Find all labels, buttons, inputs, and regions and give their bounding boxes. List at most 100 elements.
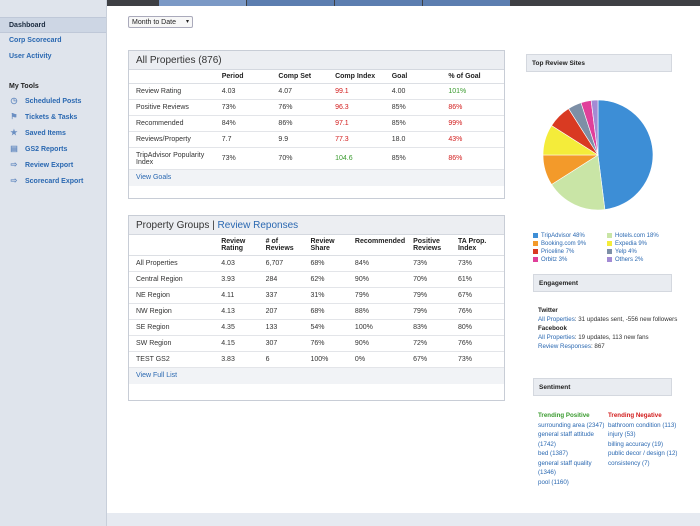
panel-title: All Properties (876) <box>129 51 504 70</box>
sentiment-negative-item[interactable]: billing accuracy (19) <box>608 440 664 448</box>
trending-negative-list: bathroom condition (113) injury (53) billi… <box>608 421 688 488</box>
top-tab[interactable] <box>159 0 247 6</box>
panel-title: Top Review Sites <box>526 54 672 72</box>
legend-swatch <box>533 249 538 254</box>
table-row: All Properties 4.03 6,707 68% 84% 73% 73% <box>129 255 504 272</box>
sentiment-negative-item[interactable]: bathroom condition (113) <box>608 421 677 429</box>
cell: 70% <box>274 147 332 170</box>
cell: 4.11 <box>217 287 262 304</box>
sentiment-negative-item[interactable]: injury (53) <box>608 431 636 438</box>
cell: 68% <box>306 303 351 320</box>
legend-swatch <box>533 241 538 246</box>
sentiment-positive-item[interactable]: pool (1160) <box>538 478 569 486</box>
table-row: TripAdvisor Popularity Index 73% 70% 104… <box>129 147 504 170</box>
sentiment-negative-item[interactable]: consistency (7) <box>608 459 650 467</box>
cell: 100% <box>306 351 351 368</box>
panel-title: Engagement <box>533 274 672 292</box>
row-label: Review Rating <box>129 83 218 100</box>
sentiment-positive-item[interactable]: surrounding area (2347) <box>538 421 605 429</box>
view-full-list-link[interactable]: View Full List <box>129 368 504 384</box>
sidebar-item-corp-scorecard[interactable]: Corp Scorecard <box>9 37 62 44</box>
sentiment-positive-item[interactable]: bed (1387) <box>538 450 568 457</box>
top-tab[interactable] <box>335 0 423 6</box>
table-row: Recommended 84% 86% 97.1 85% 99% <box>129 115 504 132</box>
tool-label: Saved Items <box>25 129 66 137</box>
twitter-stats: : 31 updates sent, -556 new followers <box>574 316 678 323</box>
col-header: TA Prop. Index <box>453 235 504 256</box>
sidebar-item-dashboard[interactable]: Dashboard <box>0 17 106 33</box>
facebook-all-properties-link[interactable]: All Properties <box>538 334 575 341</box>
engagement-content: Twitter All Properties: 31 updates sent,… <box>538 306 688 351</box>
sentiment-negative-item[interactable]: public decor / design (12) <box>608 450 678 457</box>
cell: 86% <box>274 115 332 132</box>
table-row: TEST GS2 3.83 6 100% 0% 67% 73% <box>129 351 504 368</box>
cell: 68% <box>306 255 351 272</box>
col-header: Goal <box>387 70 445 84</box>
legend-item: Expedia 9% <box>607 240 681 247</box>
main-content: Month to Date ▾ All Properties (876) Per… <box>107 6 700 526</box>
tag-icon: ⚑ <box>10 112 18 121</box>
tool-scorecard-export[interactable]: ⇨ Scorecard Export <box>0 173 106 189</box>
col-header: Comp Index <box>331 70 388 84</box>
legend-label: Hotels.com 18% <box>615 232 659 239</box>
col-header: Period <box>217 70 275 84</box>
cell: 73% <box>409 255 454 272</box>
review-responses-link[interactable]: Review Reponses <box>217 220 299 231</box>
tool-label: Scheduled Posts <box>25 97 82 105</box>
trending-positive-heading: Trending Positive <box>538 412 590 419</box>
sidebar: Dashboard Corp Scorecard User Activity M… <box>0 0 107 526</box>
cell: 207 <box>261 303 307 320</box>
legend-swatch <box>607 241 612 246</box>
sentiment-positive-item[interactable]: general staff attitude (1742) <box>538 431 594 448</box>
review-responses-link[interactable]: Review Responses <box>538 343 591 350</box>
sentiment-positive-item[interactable]: general staff quality (1346) <box>538 459 592 477</box>
cell: 100% <box>350 319 410 336</box>
cell: 76% <box>274 99 332 116</box>
top-tab[interactable] <box>247 0 335 6</box>
legend-label: Expedia 9% <box>615 240 648 247</box>
table-row: SE Region 4.35 133 54% 100% 83% 80% <box>129 319 504 336</box>
pie-slice-others <box>590 99 599 156</box>
table-row: SW Region 4.15 307 76% 90% 72% 76% <box>129 335 504 352</box>
cell: 43% <box>444 131 504 148</box>
cell: 62% <box>306 271 351 288</box>
tool-tickets-tasks[interactable]: ⚑ Tickets & Tasks <box>0 109 106 125</box>
view-goals-link[interactable]: View Goals <box>129 170 504 186</box>
cell: 284 <box>261 271 307 288</box>
cell: 86% <box>444 99 504 116</box>
pie-chart <box>542 99 654 211</box>
legend-label: Priceline 7% <box>541 248 575 255</box>
cell: 104.6 <box>331 147 388 170</box>
row-label: Central Region <box>129 271 218 288</box>
cell: 88% <box>350 303 410 320</box>
export-icon: ⇨ <box>10 176 18 185</box>
tool-review-export[interactable]: ⇨ Review Export <box>0 157 106 173</box>
tool-saved-items[interactable]: ★ Saved Items <box>0 125 106 141</box>
twitter-all-properties-link[interactable]: All Properties <box>538 316 575 323</box>
legend-label: Booking.com 9% <box>541 240 587 247</box>
legend-label: Others 2% <box>615 256 644 263</box>
property-groups-table: Review Rating # of Reviews Review Share … <box>129 235 504 368</box>
cell: 133 <box>261 319 307 336</box>
table-row: NW Region 4.13 207 68% 88% 79% 76% <box>129 303 504 320</box>
sidebar-item-user-activity[interactable]: User Activity <box>9 53 52 60</box>
tool-label: Review Export <box>25 161 74 169</box>
bar-chart-icon: ▤ <box>10 144 18 153</box>
top-tab[interactable] <box>423 0 511 6</box>
cell: 70% <box>409 271 454 288</box>
cell: 99.1 <box>331 83 388 100</box>
tool-label: Tickets & Tasks <box>25 113 78 121</box>
cell: 0% <box>350 351 410 368</box>
pie-slice-hotels-com <box>551 154 606 211</box>
col-header <box>129 70 218 84</box>
tool-scheduled-posts[interactable]: ◷ Scheduled Posts <box>0 93 106 109</box>
cell: 86% <box>444 147 504 170</box>
tool-gs2-reports[interactable]: ▤ GS2 Reports <box>0 141 106 157</box>
legend-label: TripAdvisor 48% <box>541 232 585 239</box>
legend-swatch <box>533 233 538 238</box>
cell: 3.93 <box>217 271 262 288</box>
cell: 73% <box>217 99 275 116</box>
cell: 4.15 <box>217 335 262 352</box>
period-select[interactable]: Month to Date ▾ <box>128 16 193 28</box>
table-row: NE Region 4.11 337 31% 79% 79% 67% <box>129 287 504 304</box>
